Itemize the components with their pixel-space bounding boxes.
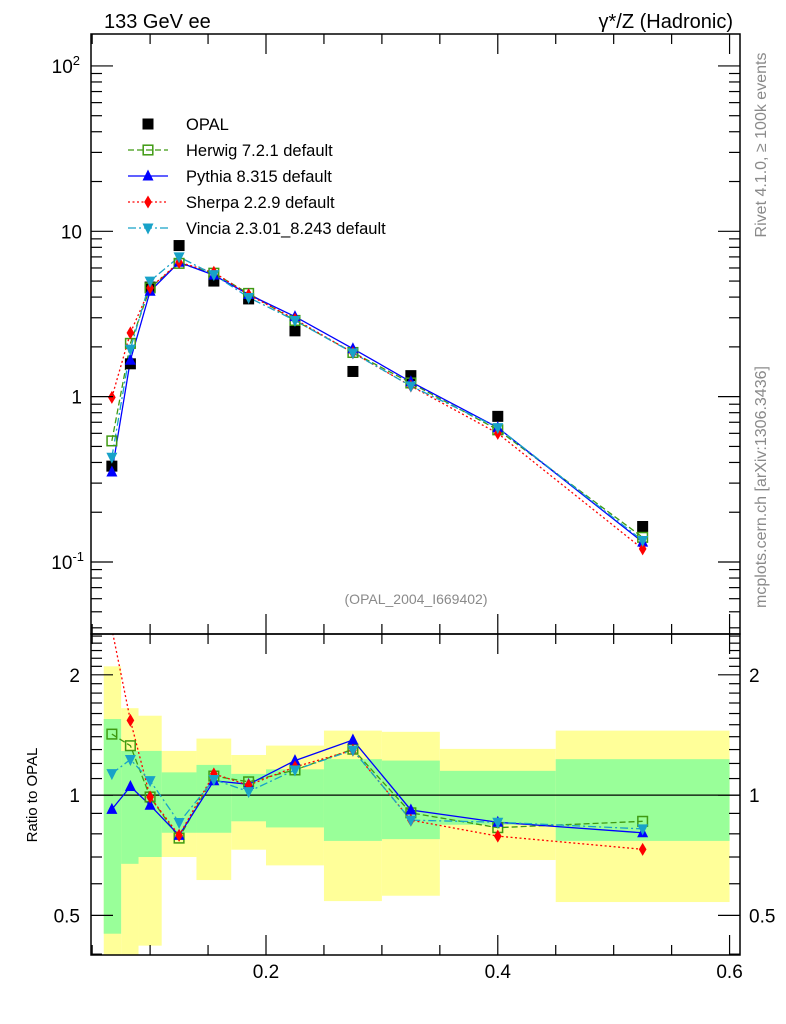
- data-point-opal: [492, 410, 504, 422]
- series-markers: [106, 240, 649, 856]
- axes: 0.2 0.4 0.6 102 10 1 10-1 2 2 1 1 0.5 0.5: [51, 33, 775, 983]
- point-pythia-main: [106, 465, 118, 477]
- legend: OPAL Herwig 7.2.1 default Pythia 8.315 def…: [128, 116, 386, 238]
- point-herwig-ratio: [124, 740, 136, 752]
- line-sherpa-ratio: [112, 634, 643, 850]
- point-herwig-ratio: [106, 728, 118, 740]
- legend-label: OPAL: [186, 116, 229, 134]
- rivet-version-label: Rivet 4.1.0, ≥ 100k events: [753, 53, 770, 238]
- legend-label: Herwig 7.2.1 default: [186, 142, 333, 160]
- point-vincia-main: [208, 270, 220, 282]
- legend-label: Vincia 2.3.01_8.243 default: [186, 220, 386, 238]
- x-tick-label: 0.2: [253, 962, 279, 983]
- ratio-y-tick-label-left: 0.5: [54, 906, 80, 927]
- point-sherpa-main: [126, 326, 135, 340]
- point-vincia-main: [289, 315, 301, 327]
- ratio-y-tick-label-left: 2: [69, 666, 80, 687]
- band-inner-bin: [265, 769, 324, 828]
- legend-marker: [142, 118, 154, 130]
- ratio-y-tick-label-right: 0.5: [749, 906, 775, 927]
- point-vincia-ratio: [144, 776, 156, 788]
- line-herwig-ratio: [111, 733, 643, 840]
- line-pythia-main: [111, 261, 644, 543]
- x-tick-label: 0.6: [716, 962, 742, 983]
- point-pythia-ratio: [106, 802, 118, 814]
- point-vincia-ratio: [173, 818, 185, 830]
- point-vincia-ratio: [208, 775, 220, 787]
- data-point-opal: [173, 240, 185, 252]
- plot-title-right: γ*/Z (Hadronic): [599, 11, 733, 33]
- y-tick-label: 102: [52, 53, 80, 78]
- band-inner-bin: [121, 750, 139, 864]
- band-inner-bin: [381, 760, 440, 840]
- point-vincia-ratio: [124, 754, 136, 766]
- ratio-y-tick-label-left: 1: [69, 786, 80, 807]
- y-tick-label: 10: [61, 222, 82, 243]
- point-vincia-ratio: [637, 824, 649, 836]
- point-sherpa-main: [108, 390, 116, 404]
- point-sherpa-ratio: [638, 842, 647, 856]
- point-herwig-main: [106, 435, 118, 447]
- point-sherpa-ratio: [146, 790, 154, 804]
- line-vincia-main: [111, 256, 644, 541]
- ratio-y-tick-label-right: 1: [749, 786, 760, 807]
- ratio-plot-frame: [90, 633, 741, 956]
- point-pythia-ratio: [347, 733, 359, 745]
- legend-marker: [142, 223, 154, 235]
- plot-title-left: 133 GeV ee: [104, 11, 211, 33]
- uncertainty-bands: [91, 666, 740, 955]
- line-herwig-main: [111, 262, 644, 538]
- point-vincia-main: [124, 344, 136, 356]
- mcplots-reference-label: mcplots.cern.ch [arXiv:1306.3436]: [753, 366, 770, 608]
- point-pythia-main: [124, 353, 136, 365]
- point-sherpa-ratio: [175, 828, 183, 842]
- data-point-opal: [637, 520, 649, 532]
- legend-label: Pythia 8.315 default: [186, 168, 332, 186]
- legend-label: Sherpa 2.2.9 default: [186, 194, 335, 212]
- legend-marker: [142, 144, 154, 156]
- data-point-opal: [289, 325, 301, 337]
- point-pythia-ratio: [124, 780, 136, 792]
- point-vincia-ratio: [492, 817, 504, 829]
- point-vincia-ratio: [405, 815, 417, 827]
- point-vincia-ratio: [347, 745, 359, 757]
- legend-marker: [144, 195, 152, 209]
- ratio-y-tick-label-right: 2: [749, 666, 760, 687]
- point-vincia-main: [637, 535, 649, 547]
- point-pythia-ratio: [289, 754, 301, 766]
- point-sherpa-ratio: [493, 829, 502, 843]
- line-sherpa-main: [111, 261, 644, 550]
- point-vincia-ratio: [289, 765, 301, 777]
- legend-marker: [142, 169, 154, 181]
- point-vincia-main: [492, 423, 504, 435]
- point-vincia-ratio: [243, 787, 255, 799]
- x-tick-label: 0.4: [485, 962, 512, 983]
- point-vincia-main: [173, 252, 185, 264]
- band-inner-bin: [103, 719, 122, 934]
- y-tick-label: 10-1: [51, 549, 84, 574]
- point-sherpa-main: [638, 542, 647, 556]
- ratio-axis-label: Ratio to OPAL: [24, 748, 41, 843]
- point-vincia-ratio: [106, 769, 118, 781]
- point-vincia-main: [106, 452, 118, 464]
- point-pythia-ratio: [144, 798, 156, 810]
- y-tick-label: 1: [71, 388, 82, 409]
- point-sherpa-main: [146, 281, 154, 295]
- point-vincia-main: [347, 348, 359, 360]
- point-vincia-main: [243, 292, 255, 304]
- point-vincia-main: [405, 381, 417, 393]
- point-pythia-ratio: [405, 803, 417, 815]
- point-vincia-main: [144, 276, 156, 288]
- data-point-opal: [347, 365, 359, 377]
- point-sherpa-ratio: [126, 713, 135, 727]
- analysis-id-label: (OPAL_2004_I669402): [345, 591, 488, 607]
